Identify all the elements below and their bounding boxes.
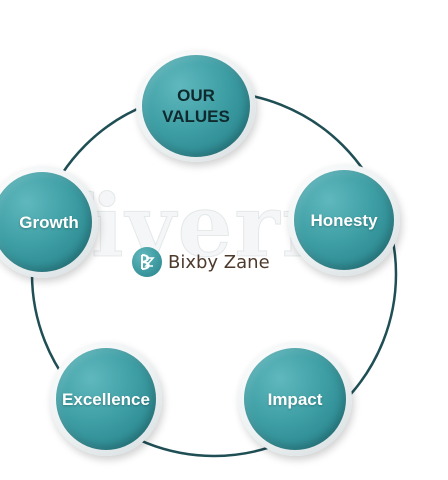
value-label-honesty: Honesty [310, 210, 378, 230]
value-label-growth: Growth [19, 212, 79, 232]
value-label-excellence: Excellence [62, 389, 150, 409]
our-values-label: OUR VALUES [162, 86, 230, 126]
value-node-honesty: Honesty [288, 164, 400, 276]
brand-name: Bixby Zane [168, 251, 270, 273]
value-node-excellence: Excellence [50, 342, 162, 456]
value-node-growth: Growth [0, 166, 98, 278]
our-values-node: OUR VALUES [136, 50, 256, 162]
value-label-impact: Impact [267, 389, 323, 409]
value-node-impact: Impact [238, 342, 352, 456]
bz-monogram-icon [132, 247, 162, 277]
brand-lockup: Bixby Zane [132, 247, 270, 277]
